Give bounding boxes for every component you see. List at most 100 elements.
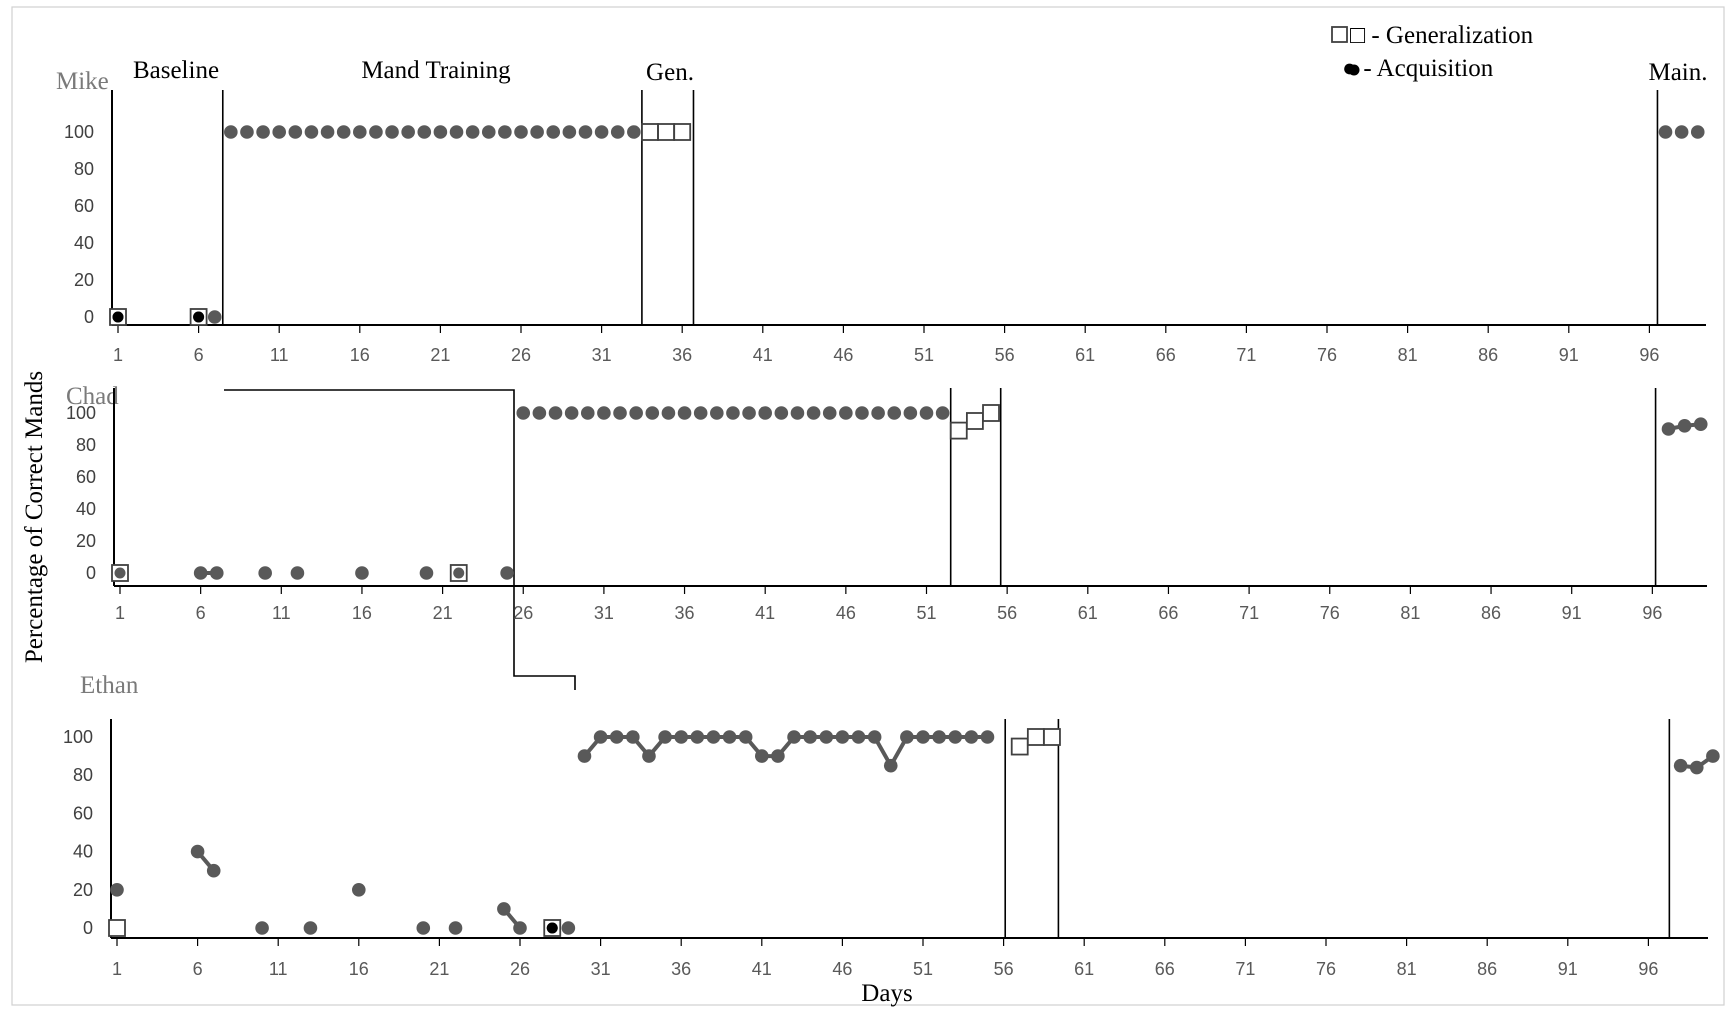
acquisition-point <box>839 406 853 420</box>
x-tick-label: 16 <box>349 959 369 979</box>
participant-label-chad: Chad <box>66 383 119 410</box>
acquisition-point <box>255 921 269 935</box>
legend-dot-icon <box>1348 64 1360 76</box>
x-tick-label: 71 <box>1239 603 1259 623</box>
acquisition-point <box>661 406 676 420</box>
x-tick-label: 21 <box>430 345 450 365</box>
acquisition-point <box>190 844 205 859</box>
acquisition-black-point <box>193 311 205 323</box>
acquisition-point <box>465 125 480 139</box>
x-tick-label: 6 <box>196 603 206 623</box>
x-tick-label: 1 <box>113 345 123 365</box>
acquisition-point <box>626 730 640 744</box>
x-tick-label: 21 <box>433 603 453 623</box>
generalization-point <box>673 123 692 141</box>
acquisition-point <box>481 125 496 139</box>
acquisition-point <box>369 125 383 139</box>
x-tick-label: 26 <box>510 959 530 979</box>
x-tick-label: 36 <box>675 603 695 623</box>
x-tick-label: 76 <box>1320 603 1340 623</box>
x-tick-label: 86 <box>1477 959 1497 979</box>
acquisition-point <box>609 730 624 744</box>
acquisition-point <box>355 566 369 580</box>
x-tick-label: 31 <box>594 603 614 623</box>
y-tick-label: 40 <box>76 499 96 519</box>
acquisition-point <box>193 566 208 580</box>
x-tick-label: 76 <box>1316 959 1336 979</box>
generalization-point <box>641 123 659 141</box>
acquisition-point <box>706 730 721 744</box>
x-tick-label: 71 <box>1236 345 1256 365</box>
acquisition-point <box>629 406 643 420</box>
acquisition-point <box>1658 125 1673 139</box>
x-tick-label: 81 <box>1400 603 1420 623</box>
acquisition-point <box>530 125 544 139</box>
acquisition-point <box>500 566 514 580</box>
acquisition-point <box>903 406 918 420</box>
y-tick-label: 80 <box>76 435 96 455</box>
y-tick-label: 100 <box>64 122 94 142</box>
acquisition-point <box>690 730 705 744</box>
acquisition-point <box>1673 758 1688 773</box>
participant-label-ethan: Ethan <box>80 672 139 699</box>
acquisition-point <box>980 730 995 744</box>
y-tick-label: 20 <box>74 270 94 290</box>
x-tick-label: 96 <box>1639 345 1659 365</box>
x-tick-label: 46 <box>833 345 853 365</box>
acquisition-point <box>532 406 547 420</box>
x-tick-label: 81 <box>1397 959 1417 979</box>
phase-change-staircase-line <box>224 389 576 690</box>
acquisition-point <box>385 125 399 139</box>
x-tick-label: 91 <box>1559 345 1579 365</box>
y-tick-label: 60 <box>73 803 93 823</box>
acquisition-point <box>419 566 434 580</box>
acquisition-point <box>610 125 625 139</box>
x-tick-label: 31 <box>592 345 612 365</box>
x-tick-label: 61 <box>1074 959 1094 979</box>
legend-generalization-label: □ - Generalization <box>1350 22 1534 49</box>
phase-label-maintenance: Main. <box>1648 59 1707 86</box>
generalization-point <box>1043 728 1061 746</box>
acquisition-point <box>272 125 287 139</box>
acquisition-point <box>320 125 335 139</box>
acquisition-point <box>835 730 850 744</box>
y-tick-label: 60 <box>74 196 94 216</box>
acquisition-point <box>209 566 224 580</box>
acquisition-point <box>303 921 318 935</box>
acquisition-point <box>867 730 882 744</box>
acquisition-point <box>256 125 270 139</box>
x-tick-label: 66 <box>1158 603 1178 623</box>
acquisition-point <box>916 730 930 744</box>
acquisition-point <box>290 566 305 580</box>
x-tick-label: 36 <box>672 345 692 365</box>
acquisition-point <box>758 406 772 420</box>
acquisition-point <box>1689 760 1704 775</box>
figure-border <box>11 6 1725 1006</box>
acquisition-point <box>855 406 869 420</box>
acquisition-point <box>887 406 902 420</box>
acquisition-point <box>110 883 124 897</box>
acquisition-point <box>726 406 740 420</box>
acquisition-point <box>433 125 448 139</box>
x-tick-label: 11 <box>272 603 291 623</box>
x-tick-label: 46 <box>832 959 852 979</box>
x-tick-label: 11 <box>270 345 289 365</box>
acquisition-point <box>304 125 319 139</box>
x-tick-label: 16 <box>350 345 370 365</box>
x-tick-label: 21 <box>429 959 449 979</box>
acquisition-point <box>548 406 563 420</box>
acquisition-point <box>851 730 866 744</box>
acquisition-point <box>498 125 512 139</box>
acquisition-point <box>453 567 465 579</box>
acquisition-point <box>935 406 950 420</box>
y-tick-label: 80 <box>73 765 93 785</box>
acquisition-point <box>258 566 272 580</box>
x-tick-label: 56 <box>995 345 1015 365</box>
acquisition-point <box>449 125 464 139</box>
x-tick-label: 51 <box>913 959 933 979</box>
acquisition-point <box>693 406 708 420</box>
y-tick-label: 100 <box>66 403 96 423</box>
legend-square-icon <box>1331 26 1348 43</box>
acquisition-point <box>562 125 577 139</box>
